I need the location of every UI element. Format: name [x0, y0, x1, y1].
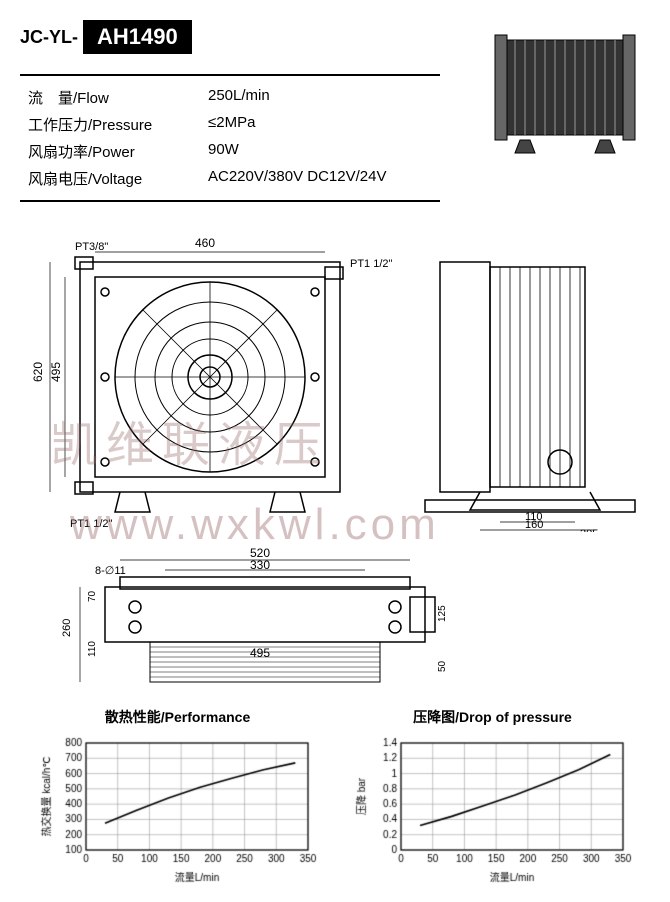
spec-row: 风扇电压/Voltage AC220V/380V DC12V/24V: [20, 165, 440, 192]
svg-text:620: 620: [31, 362, 45, 382]
svg-text:PT3/8": PT3/8": [75, 241, 108, 253]
spec-label: 风扇功率/Power: [28, 141, 208, 162]
watermark-chinese: 凯维联液压: [50, 405, 330, 475]
product-photo: [490, 25, 640, 155]
spec-row: 风扇功率/Power 90W: [20, 138, 440, 165]
svg-text:125: 125: [437, 605, 448, 622]
pressure-canvas: [353, 735, 633, 885]
svg-text:110: 110: [87, 641, 98, 657]
performance-chart: 散热性能/Performance: [38, 707, 318, 890]
spec-value: AC220V/380V DC12V/24V: [208, 168, 432, 189]
front-view-drawing: 460 PT3/8" PT1 1/2" PT1 1/2" 620 495: [20, 232, 400, 532]
svg-text:495: 495: [49, 362, 63, 382]
spec-label: 风扇电压/Voltage: [28, 168, 208, 189]
svg-text:PT1 1/2": PT1 1/2": [350, 258, 393, 270]
model-box: AH1490: [83, 20, 192, 54]
watermark-url: www.wxkwl.com: [70, 500, 440, 550]
spec-value: 90W: [208, 141, 432, 162]
technical-drawings: 460 PT3/8" PT1 1/2" PT1 1/2" 620 495: [0, 222, 670, 542]
svg-text:8-∅11: 8-∅11: [95, 565, 126, 577]
pressure-chart: 压降图/Drop of pressure: [353, 707, 633, 890]
spec-row: 流 量/Flow 250L/min: [20, 84, 440, 111]
side-view-drawing: 110 160 305: [400, 232, 650, 532]
model-prefix: JC-YL-: [20, 27, 78, 48]
svg-text:260: 260: [61, 619, 73, 637]
svg-text:160: 160: [525, 519, 543, 531]
spec-row: 工作压力/Pressure ≤2MPa: [20, 111, 440, 138]
chart-title: 散热性能/Performance: [38, 707, 318, 727]
spec-label: 工作压力/Pressure: [28, 114, 208, 135]
spec-value: ≤2MPa: [208, 114, 432, 135]
spec-value: 250L/min: [208, 87, 432, 108]
svg-text:70: 70: [87, 590, 98, 602]
top-view-drawing: 8-∅11 520 330 495 260 70 110 125 50: [0, 542, 670, 692]
svg-text:305: 305: [580, 528, 598, 532]
svg-text:460: 460: [195, 236, 215, 250]
spec-label: 流 量/Flow: [28, 87, 208, 108]
specs-table: 流 量/Flow 250L/min 工作压力/Pressure ≤2MPa 风扇…: [20, 74, 440, 202]
chart-title: 压降图/Drop of pressure: [353, 707, 633, 727]
performance-canvas: [38, 735, 318, 885]
charts-section: 散热性能/Performance 压降图/Drop of pressure: [0, 707, 670, 890]
svg-text:330: 330: [250, 558, 270, 572]
svg-text:50: 50: [437, 660, 448, 672]
svg-text:495: 495: [250, 646, 270, 660]
